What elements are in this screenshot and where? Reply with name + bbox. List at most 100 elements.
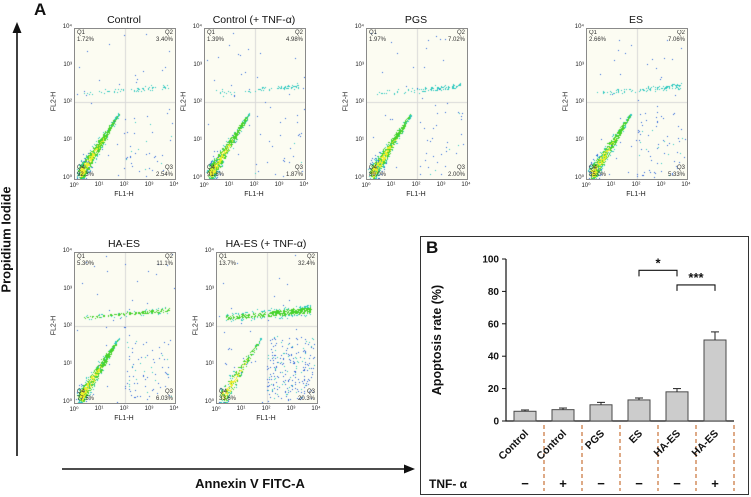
quadrant-percent: 32.4% [297, 260, 315, 267]
x-tick-label: 10⁰ [581, 183, 591, 189]
flow-plot-title: Control (+ TNF-α) [212, 14, 296, 26]
y-tick-label: 10³ [193, 61, 202, 68]
quadrant-percent: 1.39% [207, 36, 225, 43]
y-tick-label: 10² [575, 99, 584, 105]
flow-scatter-canvas [217, 253, 317, 403]
quadrant-percent: 1.87% [285, 171, 303, 178]
x-tick-label: 10⁰ [199, 183, 209, 189]
y-tick-label: 10¹ [575, 136, 584, 143]
x-tick-label: 10¹ [236, 406, 246, 412]
x-category-label: ES [627, 428, 645, 446]
quadrant-q2: Q2 7.06% [668, 30, 685, 43]
x-tick-label: 10⁴ [681, 182, 691, 188]
bar [627, 399, 651, 422]
x-tick-label: 10⁴ [169, 182, 179, 188]
flow-plot-area: Q1 1.72% Q2 3.40% Q3 2.54% Q4 92.3% [74, 28, 176, 180]
quadrant-percent: 1.97% [369, 36, 387, 43]
quadrant-percent: 92.3% [77, 171, 95, 178]
y-tick-label: 0 [493, 417, 499, 428]
flow-plot-title: HA-ES [107, 238, 141, 250]
flow-scatter-canvas [75, 253, 175, 403]
quadrant-q1: Q1 13.7% [219, 254, 236, 267]
quadrant-percent: 13.7% [219, 260, 237, 267]
x-tick-label: 10¹ [606, 182, 616, 188]
bar [665, 391, 689, 422]
quadrant-name: Q4 [589, 165, 598, 171]
x-tick-label: 10³ [144, 182, 154, 188]
flow-plot-title: ES [628, 14, 643, 26]
y-tick-label: 10⁴ [204, 248, 214, 254]
quadrant-name: Q4 [219, 389, 228, 395]
x-category-label: PGS [583, 428, 607, 452]
fl1h-axis-label: FL1-H [244, 191, 264, 198]
significance-stars: *** [688, 270, 704, 285]
quadrant-name: Q1 [589, 30, 598, 36]
x-tick-label: 10¹ [386, 182, 396, 188]
flow-scatter-canvas [587, 29, 687, 179]
y-tick-label: 10⁰ [574, 175, 584, 181]
y-tick-label: 10² [355, 99, 364, 105]
flow-plot-area: Q1 2.66% Q2 7.06% Q3 5.33% Q4 85.0% [586, 28, 688, 180]
x-tick-label: 10² [119, 182, 129, 188]
tnf-sign: + [559, 476, 567, 491]
significance-bracket [638, 269, 678, 277]
quadrant-name: Q3 [676, 165, 685, 171]
tnf-sign: − [521, 476, 529, 491]
y-tick-label: 10¹ [355, 136, 364, 143]
quadrant-name: Q1 [77, 30, 86, 36]
quadrant-name: Q2 [164, 254, 173, 260]
bar [513, 410, 537, 422]
x-tick-label: 10⁰ [69, 407, 79, 413]
y-tick-label: 10⁰ [204, 399, 214, 405]
fl1h-axis-label: FL1-H [406, 191, 426, 198]
bar [589, 404, 613, 422]
x-tick-label: 10² [119, 406, 129, 412]
quadrant-percent: 1.72% [77, 36, 95, 43]
flow-plot-cell: Control FL2-H 10⁰ 10¹ 10² 10³ 10⁴ Q1 1.72% Q2 3.40… [48, 14, 180, 204]
quadrant-q3: Q3 6.03% [156, 389, 173, 402]
quadrant-q2: Q2 4.98% [286, 30, 303, 43]
quadrant-q4: Q4 77.5% [77, 389, 94, 402]
y-tick-label: 60 [488, 319, 500, 330]
y-tick-label: 10³ [63, 61, 72, 68]
quadrant-q1: Q1 2.66% [589, 30, 606, 43]
x-tick-label: 10¹ [224, 182, 234, 188]
quadrant-percent: 91.8% [207, 171, 225, 178]
quadrant-q2: Q2 7.02% [448, 30, 465, 43]
tnf-sign: − [673, 476, 681, 491]
quadrant-percent: 2.00% [447, 171, 465, 178]
x-tick-label: 10³ [436, 182, 446, 188]
quadrant-percent: 20.3% [297, 395, 315, 402]
panel-b-label: B [426, 238, 439, 257]
flow-plot-cell: Control (+ TNF-α) FL2-H 10⁰ 10¹ 10² 10³ 10⁴ Q1 1… [178, 14, 310, 204]
flow-plot-cell: ES FL2-H 10⁰ 10¹ 10² 10³ 10⁴ Q1 2.66% Q2 7.06% Q3 5.… [560, 14, 692, 204]
x-tick-label: 10³ [656, 182, 666, 188]
quadrant-percent: 85.0% [589, 171, 607, 178]
x-axis-arrow [62, 464, 415, 474]
quadrant-q1: Q1 1.97% [369, 30, 386, 43]
fl1h-axis-label: FL1-H [114, 191, 134, 198]
x-tick-label: 10⁴ [169, 406, 179, 412]
x-tick-label: 10³ [274, 182, 284, 188]
quadrant-q3: Q3 2.54% [156, 165, 173, 178]
quadrant-percent: 4.98% [285, 36, 303, 43]
quadrant-q3: Q3 2.00% [448, 165, 465, 178]
quadrant-name: Q2 [306, 254, 315, 260]
y-tick-label: 80 [488, 287, 500, 298]
y-tick-label: 10⁰ [62, 399, 72, 405]
tnf-row-label: TNF- α [429, 477, 468, 491]
quadrant-name: Q1 [369, 30, 378, 36]
y-tick-label: 10⁰ [62, 175, 72, 181]
x-tick-label: 10² [249, 182, 259, 188]
quadrant-name: Q2 [294, 30, 303, 36]
quadrant-name: Q3 [294, 165, 303, 171]
panel-a-label: A [34, 0, 47, 19]
quadrant-name: Q3 [456, 165, 465, 171]
y-tick-label: 20 [488, 384, 500, 395]
flow-plot-cell: PGS FL2-H 10⁰ 10¹ 10² 10³ 10⁴ Q1 1.97% Q2 7.02% Q3 2… [340, 14, 472, 204]
flow-plot-cell: HA-ES FL2-H 10⁰ 10¹ 10² 10³ 10⁴ Q1 5.30% Q2 11.1% Q… [48, 238, 180, 428]
quadrant-q4: Q4 85.0% [589, 165, 606, 178]
y-tick-label: 10⁴ [192, 24, 202, 30]
quadrant-name: Q2 [676, 30, 685, 36]
y-tick-label: 10¹ [193, 136, 202, 143]
